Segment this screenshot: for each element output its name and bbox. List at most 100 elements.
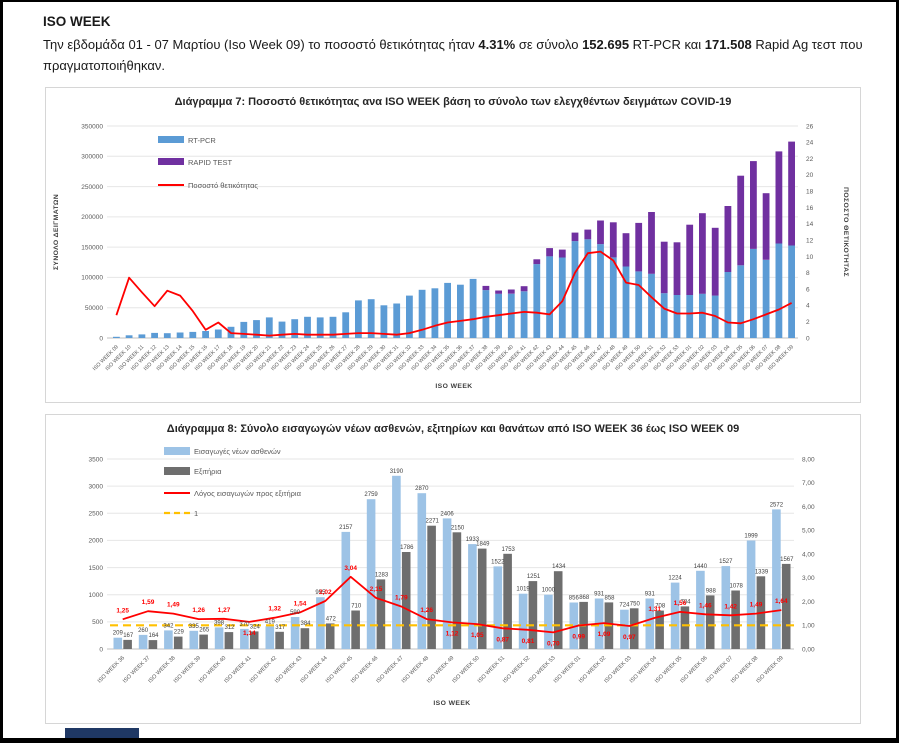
svg-text:22: 22 — [806, 156, 814, 163]
svg-text:0,81: 0,81 — [522, 638, 535, 645]
svg-text:1000: 1000 — [542, 588, 556, 594]
svg-text:1434: 1434 — [552, 564, 566, 570]
svg-text:1,27: 1,27 — [218, 607, 231, 614]
svg-text:419: 419 — [265, 619, 276, 625]
svg-text:590: 590 — [290, 610, 301, 616]
page-title: ISO WEEK — [43, 14, 111, 29]
svg-text:856: 856 — [569, 596, 580, 602]
svg-text:0: 0 — [99, 646, 103, 653]
intro-text: Rapid Ag τεστ που πραγματοποιήθηκαν. — [43, 37, 863, 73]
footer-brand-box — [65, 728, 139, 738]
svg-text:1,12: 1,12 — [446, 630, 459, 637]
svg-text:1224: 1224 — [668, 576, 682, 582]
svg-text:Ποσοστό θετικότητας: Ποσοστό θετικότητας — [188, 181, 258, 190]
svg-text:335: 335 — [189, 624, 200, 630]
rapid-total-value: 171.508 — [704, 37, 752, 52]
svg-text:2: 2 — [806, 319, 810, 326]
svg-text:4,00: 4,00 — [802, 551, 815, 558]
svg-text:324: 324 — [250, 624, 261, 630]
svg-text:3000: 3000 — [89, 483, 104, 490]
svg-text:317: 317 — [275, 625, 286, 631]
svg-text:200000: 200000 — [81, 214, 103, 221]
svg-text:50000: 50000 — [85, 305, 103, 312]
svg-text:20: 20 — [806, 172, 814, 179]
svg-text:ISO WEEK: ISO WEEK — [435, 383, 472, 390]
svg-text:0,99: 0,99 — [572, 634, 585, 641]
svg-text:1251: 1251 — [527, 574, 541, 580]
rtpcr-total-value: 152.695 — [582, 37, 630, 52]
svg-text:1999: 1999 — [744, 534, 758, 540]
svg-text:1,14: 1,14 — [243, 630, 256, 637]
svg-text:12: 12 — [806, 238, 814, 245]
svg-text:500: 500 — [92, 619, 103, 626]
svg-text:1000: 1000 — [89, 592, 104, 599]
intro-text: σε σύνολο — [515, 37, 583, 52]
svg-text:1,31: 1,31 — [648, 606, 661, 613]
svg-text:2,00: 2,00 — [802, 599, 815, 606]
svg-text:708: 708 — [655, 604, 666, 610]
svg-text:150000: 150000 — [81, 244, 103, 251]
chart8-panel: Διάγραμμα 8: Σύνολο εισαγωγών νέων ασθεν… — [45, 414, 861, 724]
chart8-figure: 0 500 1000 1500 2000 2500 3000 3500 0,00 1,00 2,00… — [46, 437, 860, 718]
svg-text:1,49: 1,49 — [750, 602, 763, 609]
svg-text:0,87: 0,87 — [496, 636, 509, 643]
svg-text:931: 931 — [594, 592, 605, 598]
svg-text:384: 384 — [300, 621, 311, 627]
svg-text:5,00: 5,00 — [802, 528, 815, 535]
svg-text:250000: 250000 — [81, 184, 103, 191]
svg-text:26: 26 — [806, 123, 814, 130]
svg-text:260: 260 — [138, 628, 149, 634]
svg-text:1,32: 1,32 — [268, 606, 281, 613]
svg-text:ΣΥΝΟΛΟ ΔΕΙΓΜΑΤΩΝ: ΣΥΝΟΛΟ ΔΕΙΓΜΑΤΩΝ — [53, 194, 60, 270]
svg-text:18: 18 — [806, 189, 814, 196]
svg-text:7,00: 7,00 — [802, 480, 815, 487]
svg-text:14: 14 — [806, 221, 814, 228]
svg-text:472: 472 — [326, 616, 337, 622]
svg-text:350000: 350000 — [81, 123, 103, 130]
svg-text:1500: 1500 — [89, 565, 104, 572]
svg-text:Εξιτήρια: Εξιτήρια — [194, 467, 222, 476]
svg-text:1753: 1753 — [502, 547, 516, 553]
svg-text:1,64: 1,64 — [775, 598, 788, 605]
svg-text:Λόγος εισαγωγών προς εξιτήρια: Λόγος εισαγωγών προς εξιτήρια — [194, 489, 302, 498]
svg-text:3190: 3190 — [390, 469, 404, 475]
svg-text:2157: 2157 — [339, 525, 353, 531]
svg-text:0,97: 0,97 — [623, 634, 636, 641]
svg-text:1933: 1933 — [466, 537, 480, 543]
svg-text:16: 16 — [806, 205, 814, 212]
svg-text:2000: 2000 — [89, 538, 104, 545]
svg-text:1,09: 1,09 — [598, 631, 611, 638]
svg-text:1,00: 1,00 — [802, 623, 815, 630]
svg-text:ISO WEEK: ISO WEEK — [433, 700, 470, 707]
svg-text:8: 8 — [806, 270, 810, 277]
svg-text:1283: 1283 — [375, 572, 389, 578]
svg-text:1: 1 — [194, 509, 198, 518]
svg-text:1,59: 1,59 — [142, 599, 155, 606]
svg-text:2759: 2759 — [364, 492, 378, 498]
svg-text:209: 209 — [113, 631, 124, 637]
intro-paragraph: Την εβδομάδα 01 - 07 Μαρτίου (Iso Week 0… — [43, 34, 871, 76]
svg-text:1522: 1522 — [491, 559, 505, 565]
svg-text:1786: 1786 — [400, 545, 414, 551]
svg-text:RT-PCR: RT-PCR — [188, 136, 216, 145]
svg-text:312: 312 — [224, 625, 235, 631]
svg-text:1,26: 1,26 — [192, 607, 205, 614]
svg-text:370: 370 — [239, 622, 250, 628]
svg-text:1,49: 1,49 — [167, 602, 180, 609]
positivity-value: 4.31% — [478, 37, 516, 52]
svg-text:10: 10 — [806, 254, 814, 261]
svg-text:0: 0 — [99, 335, 103, 342]
svg-text:1,79: 1,79 — [395, 595, 408, 602]
svg-text:265: 265 — [199, 628, 210, 634]
svg-text:0,70: 0,70 — [547, 640, 560, 647]
svg-text:1567: 1567 — [780, 557, 794, 563]
intro-text: Την εβδομάδα 01 - 07 Μαρτίου (Iso Week 0… — [43, 37, 479, 52]
svg-text:1019: 1019 — [516, 587, 530, 593]
svg-text:24: 24 — [806, 140, 814, 147]
svg-text:ISO WEEK 09: ISO WEEK 09 — [755, 655, 784, 684]
svg-text:398: 398 — [214, 620, 225, 626]
svg-text:6: 6 — [806, 286, 810, 293]
svg-text:1078: 1078 — [730, 584, 744, 590]
svg-text:868: 868 — [579, 595, 590, 601]
